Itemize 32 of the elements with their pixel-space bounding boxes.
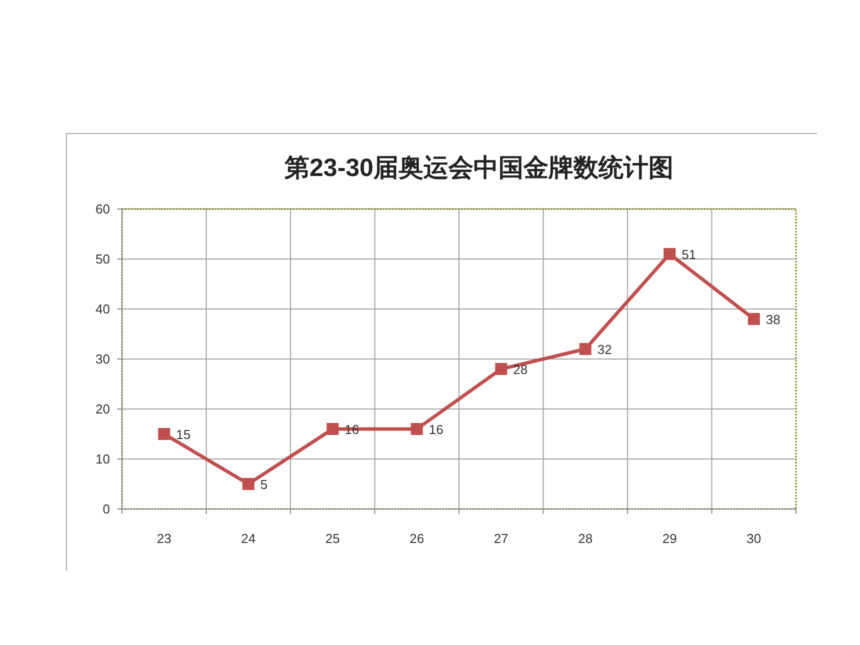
data-label: 28 [513,362,528,377]
x-tick-label: 28 [578,531,593,546]
data-label: 15 [176,427,191,442]
point [664,248,676,260]
point [410,423,423,435]
data-label: 51 [682,247,696,262]
chart-title: 第23-30届奥运会中国金牌数统计图 [284,154,674,182]
y-tick-label: 60 [96,202,110,216]
y-tick-label: 10 [96,452,110,466]
x-tick-label: 26 [410,531,424,546]
data-label: 5 [260,477,268,492]
point [495,363,508,375]
x-tick-label: 27 [494,531,508,546]
point [748,313,760,325]
point [158,428,170,440]
data-label: 32 [597,342,612,357]
x-tick-label: 24 [241,531,256,546]
data-label: 38 [766,312,780,327]
point [326,423,339,435]
point [242,478,254,490]
point [579,343,592,355]
y-tick-label: 20 [96,402,110,416]
y-tick-label: 0 [102,502,110,516]
data-label: 16 [428,422,444,437]
x-tick-label: 30 [746,531,762,546]
x-tick-label: 23 [156,531,172,546]
x-tick-label: 25 [325,531,340,546]
y-tick-label: 30 [96,352,110,366]
y-tick-label: 50 [96,252,110,266]
x-tick-label: 29 [662,531,677,546]
y-tick-label: 40 [96,302,110,316]
data-label: 16 [344,422,360,437]
